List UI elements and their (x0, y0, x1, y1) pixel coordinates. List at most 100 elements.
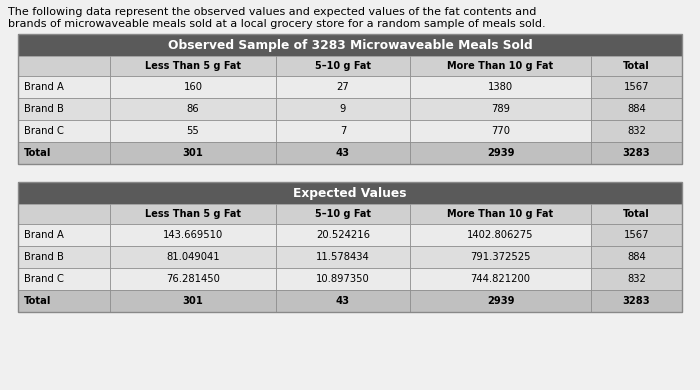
Bar (18, 34, 682, 164)
Bar (18, 246, 110, 268)
Text: Brand B: Brand B (24, 252, 64, 262)
Text: Brand C: Brand C (24, 274, 64, 284)
Text: Total: Total (24, 148, 51, 158)
Bar (18, 204, 110, 224)
Bar (591, 98, 682, 120)
Text: 3283: 3283 (623, 148, 650, 158)
Bar (591, 268, 682, 290)
Text: More Than 10 g Fat: More Than 10 g Fat (447, 209, 554, 219)
Bar (410, 120, 591, 142)
Text: 301: 301 (183, 296, 204, 306)
Bar (591, 290, 682, 312)
Bar (276, 204, 410, 224)
Bar (110, 98, 276, 120)
Bar (276, 56, 410, 76)
Text: 76.281450: 76.281450 (166, 274, 220, 284)
Bar (410, 246, 591, 268)
Text: 2939: 2939 (486, 296, 514, 306)
Text: Expected Values: Expected Values (293, 186, 407, 200)
Bar (276, 76, 410, 98)
Text: Brand A: Brand A (24, 230, 64, 240)
Bar (276, 290, 410, 312)
Bar (591, 246, 682, 268)
Bar (18, 290, 110, 312)
Bar (110, 290, 276, 312)
Bar (110, 142, 276, 164)
Text: 86: 86 (187, 104, 199, 114)
Text: brands of microwaveable meals sold at a local grocery store for a random sample : brands of microwaveable meals sold at a … (8, 19, 545, 29)
Bar (591, 224, 682, 246)
Text: Observed Sample of 3283 Microwaveable Meals Sold: Observed Sample of 3283 Microwaveable Me… (167, 39, 533, 51)
Bar (18, 268, 110, 290)
Text: Total: Total (24, 296, 51, 306)
Text: 43: 43 (336, 148, 350, 158)
Bar (110, 224, 276, 246)
Bar (591, 204, 682, 224)
Bar (591, 76, 682, 98)
Bar (18, 56, 110, 76)
Text: 11.578434: 11.578434 (316, 252, 370, 262)
Text: More Than 10 g Fat: More Than 10 g Fat (447, 61, 554, 71)
Text: 27: 27 (337, 82, 349, 92)
Bar (276, 142, 410, 164)
Text: 301: 301 (183, 148, 204, 158)
Text: 5–10 g Fat: 5–10 g Fat (315, 61, 371, 71)
Text: 744.821200: 744.821200 (470, 274, 531, 284)
Text: 1402.806275: 1402.806275 (468, 230, 533, 240)
Bar (410, 56, 591, 76)
Bar (18, 76, 110, 98)
Text: 1380: 1380 (488, 82, 513, 92)
Text: 20.524216: 20.524216 (316, 230, 370, 240)
Text: 7: 7 (340, 126, 346, 136)
Text: Brand B: Brand B (24, 104, 64, 114)
Text: 5–10 g Fat: 5–10 g Fat (315, 209, 371, 219)
Text: 832: 832 (627, 126, 646, 136)
Text: 791.372525: 791.372525 (470, 252, 531, 262)
Text: Total: Total (623, 61, 650, 71)
Text: Less Than 5 g Fat: Less Than 5 g Fat (145, 61, 241, 71)
Bar (18, 182, 682, 204)
Bar (410, 290, 591, 312)
Bar (591, 56, 682, 76)
Text: 1567: 1567 (624, 230, 650, 240)
Bar (276, 98, 410, 120)
Bar (18, 224, 110, 246)
Bar (410, 224, 591, 246)
Text: 160: 160 (183, 82, 202, 92)
Text: 55: 55 (187, 126, 199, 136)
Text: 3283: 3283 (623, 296, 650, 306)
Bar (276, 268, 410, 290)
Bar (18, 98, 110, 120)
Bar (110, 268, 276, 290)
Text: The following data represent the observed values and expected values of the fat : The following data represent the observe… (8, 7, 536, 17)
Bar (410, 142, 591, 164)
Bar (110, 56, 276, 76)
Text: 43: 43 (336, 296, 350, 306)
Bar (591, 120, 682, 142)
Text: 884: 884 (627, 252, 646, 262)
Text: 81.049041: 81.049041 (166, 252, 220, 262)
Bar (18, 34, 682, 56)
Text: 143.669510: 143.669510 (163, 230, 223, 240)
Bar (276, 120, 410, 142)
Text: 770: 770 (491, 126, 510, 136)
Text: 1567: 1567 (624, 82, 650, 92)
Text: 832: 832 (627, 274, 646, 284)
Text: Less Than 5 g Fat: Less Than 5 g Fat (145, 209, 241, 219)
Text: Brand A: Brand A (24, 82, 64, 92)
Bar (410, 76, 591, 98)
Text: Total: Total (623, 209, 650, 219)
Bar (18, 120, 110, 142)
Bar (276, 224, 410, 246)
Bar (276, 246, 410, 268)
Text: 2939: 2939 (486, 148, 514, 158)
Bar (110, 204, 276, 224)
Text: 9: 9 (340, 104, 346, 114)
Bar (410, 268, 591, 290)
Text: 10.897350: 10.897350 (316, 274, 370, 284)
Text: 789: 789 (491, 104, 510, 114)
Bar (110, 76, 276, 98)
Bar (410, 204, 591, 224)
Bar (110, 246, 276, 268)
Text: Brand C: Brand C (24, 126, 64, 136)
